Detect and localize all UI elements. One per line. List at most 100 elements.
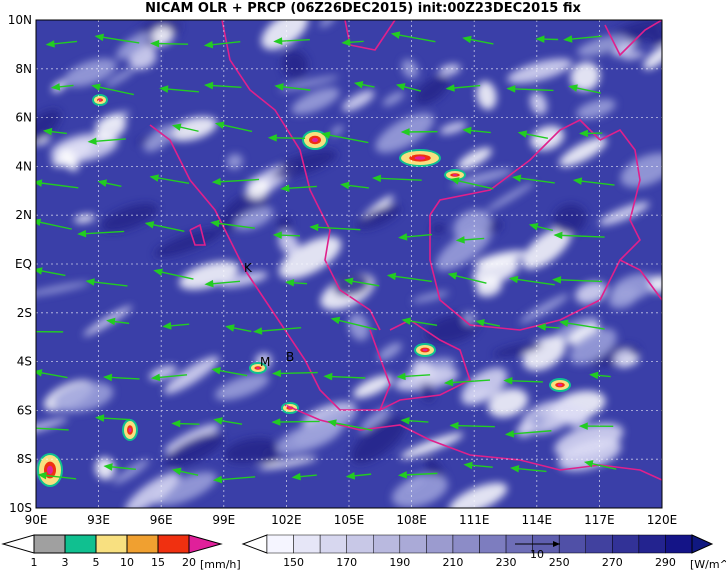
lat-label: 6S [17, 403, 32, 417]
cloud [95, 457, 116, 480]
arrow-head [27, 329, 33, 334]
colorbar-end [1, 534, 35, 554]
cloud [291, 87, 340, 115]
lat-label: 8S [17, 452, 32, 466]
precip-cell [47, 465, 53, 475]
cloud [569, 328, 617, 365]
reference-label: 10 [530, 548, 544, 561]
arrow-head [504, 430, 515, 438]
arrow-head [583, 460, 594, 468]
arrow-head [462, 35, 472, 44]
place-label: M [260, 355, 270, 369]
wind-arrow [311, 226, 361, 231]
arrow-head [340, 181, 350, 190]
coast [379, 319, 471, 411]
arrow-head [568, 84, 578, 92]
arrow-head [87, 137, 97, 145]
lat-label: 6N [15, 111, 32, 125]
arrow-head [42, 127, 53, 136]
arrow-head [271, 369, 281, 378]
cloud [382, 91, 405, 107]
arrow-head [535, 35, 545, 43]
cloud [575, 281, 608, 304]
arrow-head [27, 425, 34, 430]
arrow-head [210, 219, 220, 228]
colorbar-label: 10 [120, 556, 134, 569]
colorbar-label: 170 [336, 556, 357, 569]
arrow-head [274, 83, 284, 91]
arrow-head [572, 177, 583, 185]
wind-arrow [510, 277, 555, 286]
arrow-head [579, 129, 589, 138]
colorbar-label: 190 [389, 556, 410, 569]
arrow-head [271, 418, 281, 426]
arrow-head [85, 278, 95, 286]
precip-cell [414, 156, 426, 160]
cloud [154, 471, 217, 506]
arrow-head [149, 174, 160, 182]
cloud [59, 148, 79, 172]
arrow-head [528, 222, 539, 231]
arrow-head [103, 463, 113, 471]
colorbar-cell [33, 534, 66, 554]
arrow-head [401, 317, 411, 325]
wind-arrow [373, 177, 422, 181]
cloud [411, 359, 435, 385]
cloud [342, 90, 375, 112]
lat-label: EQ [15, 257, 32, 271]
cloud [113, 459, 150, 485]
arrow-head [341, 38, 351, 47]
colorbar-label: 150 [283, 556, 304, 569]
cloud [164, 423, 220, 454]
arrow-head [510, 464, 520, 473]
wind-arrow [96, 35, 140, 44]
cloud [214, 373, 270, 401]
legends: 1 3 5 10 15 20 [mm/h] 150 170 190 210 230 250 270 290 [… [1, 534, 726, 571]
colorbar-cell [64, 534, 97, 554]
reference-arrow-head [553, 541, 560, 547]
arrow-head [94, 33, 105, 42]
cloud [223, 437, 278, 464]
colorbar-label: 290 [655, 556, 676, 569]
lat-label: 2N [15, 208, 32, 222]
arrow-head [475, 319, 485, 327]
colorbar-label: 230 [496, 556, 517, 569]
colorbar-label: 3 [62, 556, 69, 569]
arrow-head [291, 472, 301, 481]
arrow-head [578, 422, 588, 430]
colorbar-cell [585, 534, 613, 554]
cloud [559, 137, 607, 167]
wind-arrow [560, 321, 605, 330]
arrow-head [447, 272, 458, 280]
cloud [330, 125, 344, 137]
arrow-head [272, 231, 282, 239]
cloud [411, 291, 450, 303]
lat-label: 4S [17, 355, 32, 369]
wind-arrow [328, 421, 373, 431]
cloud [348, 313, 370, 341]
colorbar-cell [346, 534, 374, 554]
colorbar-end [188, 534, 223, 554]
cloud [643, 43, 662, 70]
cloud [453, 209, 492, 242]
lon-label: 93E [87, 513, 110, 527]
colorbar-end [241, 534, 268, 554]
lon-label: 108E [396, 513, 427, 527]
arrow-head [463, 461, 473, 470]
colorbar-cell [373, 534, 401, 554]
arrow-head [508, 275, 519, 284]
colorbar-cell [126, 534, 159, 554]
lon-label: 96E [150, 513, 173, 527]
colorbar-label: 1 [31, 556, 38, 569]
cloud [529, 92, 548, 115]
arrow-head [37, 471, 47, 480]
arrow-head [273, 37, 283, 45]
precip-cell [98, 99, 102, 101]
cloud [553, 316, 600, 344]
cloud [438, 64, 461, 76]
arrow-head [204, 81, 214, 90]
wind-arrow [388, 274, 432, 283]
arrow-head [211, 177, 221, 186]
cloud [613, 349, 634, 366]
